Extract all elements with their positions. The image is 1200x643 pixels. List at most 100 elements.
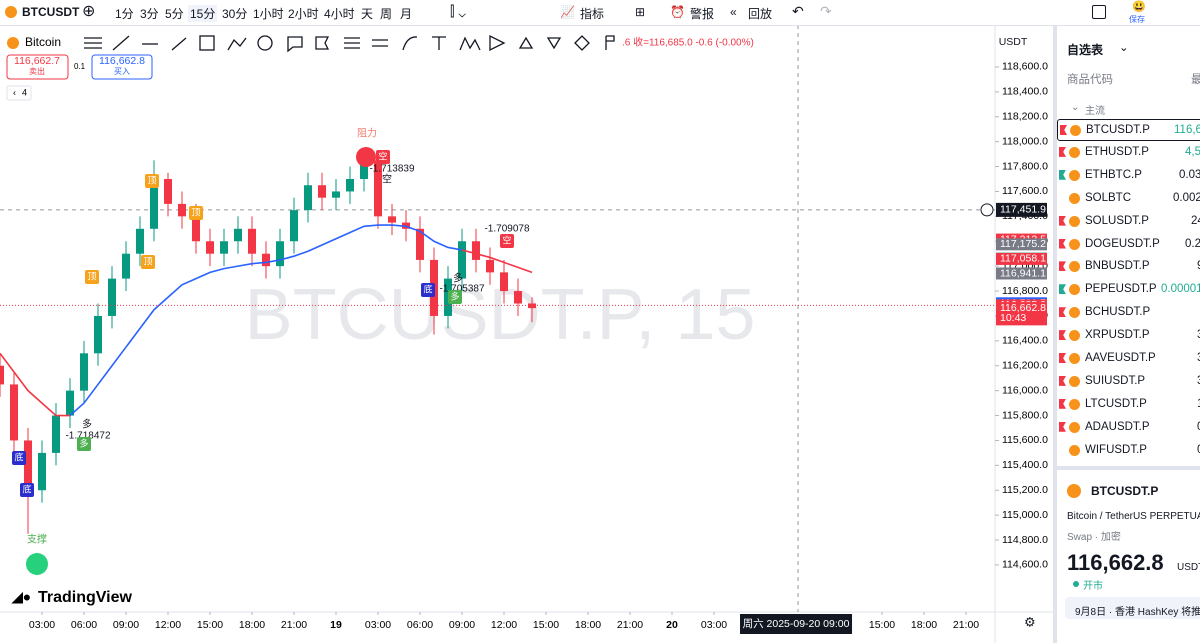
row-symbol: LTCUSDT.P (1085, 397, 1147, 410)
sell-button[interactable] (6, 54, 69, 80)
annotation: 顶 (147, 175, 156, 185)
settings[interactable]: ⚙ (1024, 614, 1036, 629)
annotation: 多 (79, 437, 88, 448)
candle-body (150, 179, 159, 229)
watchlist-title[interactable]: 自选表 (1067, 43, 1104, 57)
interval[interactable]: 月 (400, 7, 413, 21)
annotation: 底 (423, 283, 432, 294)
annotation-box (20, 483, 34, 497)
candle-body (458, 241, 467, 279)
chart-type[interactable]: ⫿ ⌄ (450, 3, 466, 19)
chart: BTCUSDT.P, 15 USDT Bitcoin .6 收=116,685.… (0, 25, 1053, 643)
watchlist-row[interactable]: SUIUSDT.P 3 (1057, 371, 1200, 393)
watchlist-row[interactable]: ADAUSDT.P 0 (1057, 417, 1200, 439)
interval[interactable]: 1小时 (253, 7, 284, 21)
annotation: 底 (22, 483, 31, 494)
sell-price: 116,662.7 (14, 55, 60, 67)
interval[interactable]: 3分 (140, 7, 159, 21)
annotation-box (500, 234, 514, 248)
row-price: 0 (1197, 444, 1200, 456)
row-symbol: AAVEUSDT.P (1085, 352, 1156, 364)
row-symbol: PEPEUSDT.P (1085, 283, 1157, 296)
annotation: 顶 (191, 207, 200, 217)
row-price: 1 (1197, 398, 1200, 410)
watchlist-row[interactable]: PEPEUSDT.P 0.00001 (1057, 279, 1200, 301)
row-flag (1059, 215, 1066, 226)
news[interactable]: 9月8日 · 香港 HashKey 将推 (1075, 607, 1200, 618)
watchlist-row[interactable]: LTCUSDT.P 1 (1057, 394, 1200, 416)
candle-body (360, 160, 369, 180)
watchlist-row[interactable]: AAVEUSDT.P 3 (1057, 348, 1200, 370)
y-tick-label: 118,600.0 (1002, 61, 1048, 73)
add-symbol[interactable]: ⊕ (82, 3, 96, 20)
fullscreen[interactable] (1092, 5, 1106, 19)
watchlist-row[interactable]: WIFUSDT.P 0 (1057, 440, 1200, 462)
row-icon (1069, 353, 1080, 364)
watermark: BTCUSDT.P, 15 (245, 275, 756, 355)
y-tick-label: 116,400.0 (1002, 335, 1048, 347)
row-symbol: BTCUSDT.P (1086, 124, 1150, 136)
row-icon (1069, 284, 1080, 296)
spread: 0.1 (74, 62, 86, 71)
watchlist-row[interactable]: ETHBTC.P 0.03 (1057, 165, 1200, 187)
annotation-box (421, 283, 435, 297)
signal-dot (26, 553, 48, 575)
signal-dot (356, 147, 376, 167)
save-icon: 😃 (1132, 1, 1146, 13)
interval[interactable]: 周 (380, 7, 393, 21)
watchlist-row[interactable]: ETHUSDT.P 4,5 (1057, 142, 1200, 164)
row-icon (1069, 398, 1080, 410)
legend-icon (7, 37, 19, 49)
y-tick-label: 118,400.0 (1002, 86, 1048, 98)
price-badge (996, 267, 1047, 280)
watchlist-row[interactable]: XRPUSDT.P 3 (1057, 325, 1200, 347)
x-tick-label: 21:00 (617, 619, 643, 631)
toggle-caret: ‹ (13, 87, 16, 97)
replay[interactable]: 回放 (748, 7, 773, 21)
row-icon (1069, 169, 1080, 181)
undo[interactable]: ↶ (792, 3, 804, 19)
interval[interactable]: 1分 (115, 7, 134, 21)
watchlist-row[interactable]: BCHUSDT.P (1057, 302, 1200, 324)
interval[interactable]: 15分 (188, 5, 218, 22)
save[interactable]: 保存 (1129, 15, 1145, 24)
candle-body (514, 291, 523, 304)
x-tick-label: 03:00 (701, 619, 727, 631)
indicators[interactable]: 指标 (580, 7, 605, 21)
row-price: 9 (1197, 260, 1200, 272)
row-symbol: ETHBTC.P (1085, 168, 1142, 181)
symbol[interactable]: BTCUSDT (22, 5, 80, 19)
interval[interactable]: 4小时 (324, 7, 355, 21)
redo[interactable]: ↷ (820, 3, 832, 19)
drawing-toolbar (4, 30, 626, 58)
add-alert (980, 203, 994, 217)
price-badge (996, 238, 1047, 251)
row-symbol: SUIUSDT.P (1085, 374, 1146, 387)
row-flag (1059, 307, 1066, 318)
interval[interactable]: 30分 (222, 7, 248, 21)
y-tick-label: 116,200.0 (1002, 360, 1048, 372)
x-tick-label: 03:00 (29, 619, 55, 631)
watchlist-row[interactable]: BNBUSDT.P 9 (1057, 256, 1200, 278)
y-tick-label: 114,600.0 (1002, 559, 1048, 571)
interval[interactable]: 天 (361, 7, 374, 21)
candle-body (500, 272, 509, 292)
crosshair-badge (996, 202, 1047, 217)
buy-button[interactable] (91, 54, 153, 80)
watchlist-row[interactable]: SOLUSDT.P 24 (1057, 211, 1200, 233)
candle-body (528, 303, 537, 309)
layouts[interactable]: ⊞ (635, 5, 646, 19)
row-symbol: XRPUSDT.P (1085, 329, 1150, 342)
annotation: 多 (453, 272, 463, 285)
watchlist-row[interactable]: DOGEUSDT.P 0.2 (1057, 234, 1200, 256)
alerts[interactable]: 警报 (690, 7, 715, 21)
watchlist-row[interactable]: SOLBTC 0.002 (1057, 188, 1200, 210)
watchlist-row[interactable]: BTCUSDT.P 116,6 (1057, 119, 1200, 141)
annotation: 顶 (87, 271, 96, 281)
detail-desc: Bitcoin / TetherUS PERPETUAL C (1067, 511, 1200, 522)
x-tick-label: 15:00 (533, 619, 559, 631)
interval[interactable]: 2小时 (288, 7, 319, 21)
indicator-toggle[interactable] (6, 85, 32, 101)
interval[interactable]: 5分 (165, 7, 184, 21)
